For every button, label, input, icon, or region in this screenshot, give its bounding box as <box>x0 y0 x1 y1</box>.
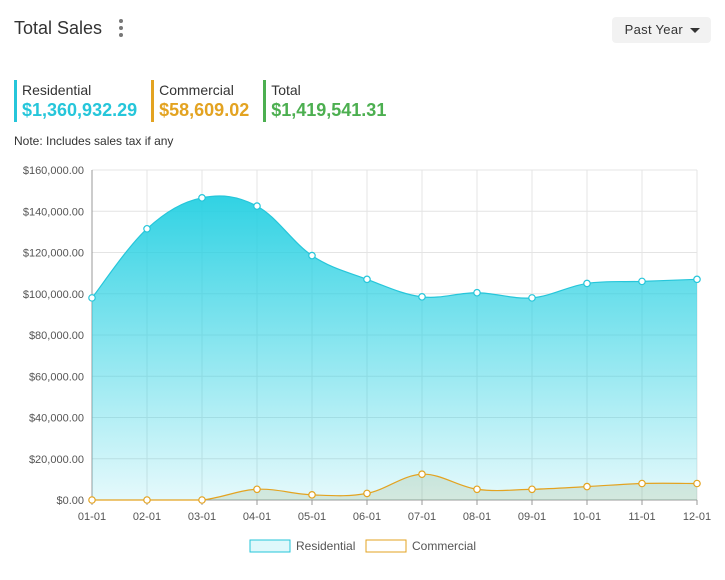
commercial-point[interactable] <box>363 489 371 498</box>
residential-point[interactable] <box>418 293 426 301</box>
residential-point[interactable] <box>693 275 701 284</box>
commercial-point[interactable] <box>583 482 591 491</box>
residential-area <box>92 195 697 501</box>
residential-point[interactable] <box>88 294 96 302</box>
x-tick-label: 08-01 <box>463 511 491 523</box>
x-tick-label: 01-01 <box>78 511 106 523</box>
legend-label: Residential <box>296 539 355 553</box>
x-tick-label: 03-01 <box>188 511 216 523</box>
commercial-point[interactable] <box>473 485 481 494</box>
stat-label: Commercial <box>159 82 234 98</box>
legend-swatch <box>249 539 291 553</box>
commercial-point[interactable] <box>88 496 96 504</box>
stat-label: Total <box>271 82 301 98</box>
y-tick-label: $140,000.00 <box>23 206 84 218</box>
residential-point[interactable] <box>528 294 536 302</box>
x-tick-label: 11-01 <box>628 511 655 523</box>
y-tick-label: $60,000.00 <box>29 371 84 383</box>
x-tick-label: 10-01 <box>573 511 601 523</box>
legend-label: Commercial <box>412 539 476 553</box>
commercial-point[interactable] <box>528 485 536 494</box>
summary-stats: Residential $1,360,932.29 Commercial $58… <box>14 80 400 122</box>
commercial-area <box>92 474 697 500</box>
residential-point[interactable] <box>638 277 646 286</box>
x-tick-label: 06-01 <box>353 511 381 523</box>
x-axis: 01-01 02-01 03-01 04-01 05-01 06-01 07-01 08-01… <box>78 499 711 523</box>
card-header: Total Sales Past Year <box>14 14 711 48</box>
residential-point[interactable] <box>253 202 261 210</box>
x-tick-label: 02-01 <box>133 511 161 523</box>
y-tick-label: $0.00 <box>56 495 84 507</box>
commercial-point[interactable] <box>693 479 701 488</box>
residential-point[interactable] <box>583 279 591 288</box>
period-dropdown-label: Past Year <box>624 22 683 37</box>
commercial-point[interactable] <box>418 470 426 479</box>
x-tick-label: 12-01 <box>683 511 711 523</box>
period-dropdown[interactable]: Past Year <box>611 17 711 43</box>
x-tick-label: 05-01 <box>298 511 326 523</box>
more-options-icon[interactable] <box>116 19 126 39</box>
stat-residential: Residential $1,360,932.29 <box>14 80 137 122</box>
commercial-point[interactable] <box>638 479 646 488</box>
y-tick-label: $20,000.00 <box>29 454 84 466</box>
residential-point[interactable] <box>308 251 316 260</box>
caret-down-icon <box>690 28 700 33</box>
series <box>88 194 701 504</box>
commercial-point[interactable] <box>198 496 206 504</box>
tax-note: Note: Includes sales tax if any <box>14 134 174 148</box>
stat-total: Total $1,419,541.31 <box>263 80 386 122</box>
commercial-point[interactable] <box>253 485 261 494</box>
stat-value: $1,419,541.31 <box>271 100 387 120</box>
commercial-point[interactable] <box>143 496 151 504</box>
x-tick-label: 07-01 <box>408 511 436 523</box>
y-tick-label: $80,000.00 <box>29 330 84 342</box>
legend-item-residential[interactable]: Residential <box>249 539 355 553</box>
residential-point[interactable] <box>363 275 371 284</box>
residential-point[interactable] <box>198 194 206 202</box>
commercial-point[interactable] <box>308 491 316 499</box>
y-tick-label: $100,000.00 <box>23 289 84 301</box>
stat-value: $58,609.02 <box>159 100 250 120</box>
x-tick-label: 04-01 <box>243 511 271 523</box>
legend-item-commercial[interactable]: Commercial <box>365 539 476 553</box>
y-tick-label: $160,000.00 <box>23 165 84 177</box>
residential-point[interactable] <box>473 288 481 297</box>
legend: Residential Commercial <box>249 539 476 553</box>
y-tick-label: $40,000.00 <box>29 413 84 425</box>
legend-swatch <box>365 539 407 553</box>
commercial-line <box>91 473 698 501</box>
residential-point[interactable] <box>143 224 151 233</box>
card-title: Total Sales <box>14 18 103 38</box>
y-tick-label: $120,000.00 <box>23 248 84 260</box>
x-tick-label: 09-01 <box>518 511 546 523</box>
stat-label: Residential <box>22 82 92 98</box>
stat-value: $1,360,932.29 <box>22 100 138 120</box>
stat-commercial: Commercial $58,609.02 <box>151 80 249 122</box>
y-axis: $160,000.00 $140,000.00 $120,000.00 $100,00… <box>23 165 93 507</box>
